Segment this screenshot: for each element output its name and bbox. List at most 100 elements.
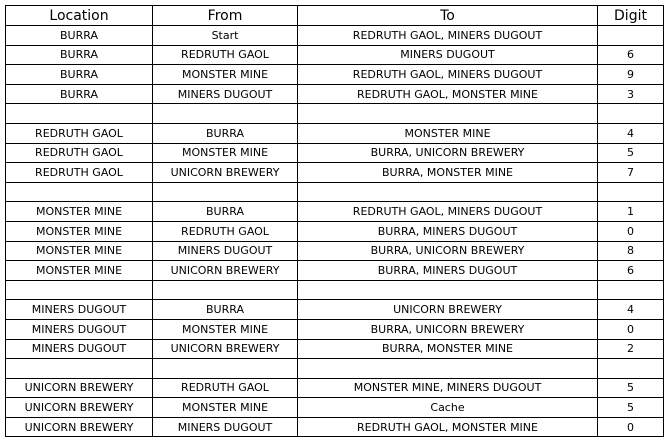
table-row: MINERS DUGOUT MONSTER MINE BURRA, UNICORN … <box>5 318 664 340</box>
digit-cell: 0 <box>597 318 664 340</box>
table-row: REDRUTH GAOL BURRA MONSTER MINE 4 <box>5 122 664 144</box>
from-cell: MONSTER MINE <box>152 64 298 85</box>
to-cell: MONSTER MINE, MINERS DUGOUT <box>297 377 598 399</box>
location-cell: REDRUTH GAOL <box>5 162 153 183</box>
digit-cell: 3 <box>597 83 664 105</box>
location-cell: MINERS DUGOUT <box>5 299 153 320</box>
table-row: REDRUTH GAOL MONSTER MINE BURRA, UNICORN B… <box>5 142 664 164</box>
digit-cell <box>597 103 664 124</box>
location-cell: BURRA <box>5 83 153 105</box>
to-cell: BURRA, MINERS DUGOUT <box>297 220 598 242</box>
header-digit: Digit <box>597 5 664 26</box>
to-cell <box>297 279 598 301</box>
table-row: BURRA MINERS DUGOUT REDRUTH GAOL, MONSTER … <box>5 83 664 105</box>
from-cell <box>152 103 298 124</box>
header-from: From <box>152 5 298 26</box>
header-row: Location From To Digit <box>5 5 664 26</box>
location-cell: MONSTER MINE <box>5 240 153 262</box>
to-cell: REDRUTH GAOL, MONSTER MINE <box>297 83 598 105</box>
location-cell: MONSTER MINE <box>5 220 153 242</box>
digit-cell: 5 <box>597 142 664 164</box>
location-cell: BURRA <box>5 64 153 85</box>
table-row <box>5 103 664 124</box>
digit-cell: 7 <box>597 162 664 183</box>
to-cell: MONSTER MINE <box>297 122 598 144</box>
table-row: UNICORN BREWERY REDRUTH GAOL MONSTER MINE,… <box>5 377 664 399</box>
table-row <box>5 279 664 301</box>
location-cell: MINERS DUGOUT <box>5 318 153 340</box>
location-cell <box>5 181 153 203</box>
location-cell: UNICORN BREWERY <box>5 377 153 399</box>
from-cell: MONSTER MINE <box>152 142 298 164</box>
to-cell <box>297 181 598 203</box>
location-cell: BURRA <box>5 44 153 66</box>
to-cell: BURRA, MINERS DUGOUT <box>297 260 598 281</box>
table-row: UNICORN BREWERY MONSTER MINE Cache 5 <box>5 397 664 418</box>
table-row: MONSTER MINE UNICORN BREWERY BURRA, MINERS… <box>5 260 664 281</box>
table-row <box>5 181 664 203</box>
table-row: MONSTER MINE BURRA REDRUTH GAOL, MINERS DU… <box>5 201 664 222</box>
from-cell: BURRA <box>152 299 298 320</box>
digit-cell <box>597 358 664 379</box>
from-cell: UNICORN BREWERY <box>152 260 298 281</box>
from-cell <box>152 279 298 301</box>
table-row: MONSTER MINE REDRUTH GAOL BURRA, MINERS DU… <box>5 220 664 242</box>
table-row: MINERS DUGOUT UNICORN BREWERY BURRA, MONST… <box>5 338 664 360</box>
from-cell: MINERS DUGOUT <box>152 83 298 105</box>
table-row: MONSTER MINE MINERS DUGOUT BURRA, UNICORN … <box>5 240 664 262</box>
location-cell: BURRA <box>5 25 153 46</box>
from-cell: UNICORN BREWERY <box>152 338 298 360</box>
from-cell: REDRUTH GAOL <box>152 44 298 66</box>
header-to: To <box>297 5 598 26</box>
digit-cell: 5 <box>597 377 664 399</box>
location-cell: UNICORN BREWERY <box>5 416 153 438</box>
location-cell: REDRUTH GAOL <box>5 142 153 164</box>
digit-cell: 1 <box>597 201 664 222</box>
to-cell <box>297 103 598 124</box>
to-cell: BURRA, UNICORN BREWERY <box>297 318 598 340</box>
from-cell: MINERS DUGOUT <box>152 240 298 262</box>
digit-cell: 6 <box>597 260 664 281</box>
to-cell: UNICORN BREWERY <box>297 299 598 320</box>
to-cell: BURRA, UNICORN BREWERY <box>297 240 598 262</box>
from-cell: MONSTER MINE <box>152 318 298 340</box>
from-cell: REDRUTH GAOL <box>152 377 298 399</box>
digit-cell <box>597 25 664 46</box>
from-cell: BURRA <box>152 122 298 144</box>
table-row: BURRA Start REDRUTH GAOL, MINERS DUGOUT <box>5 25 664 46</box>
route-table: Location From To Digit BURRA Start REDRUTH… <box>5 5 664 438</box>
table-row: BURRA MONSTER MINE REDRUTH GAOL, MINERS DU… <box>5 64 664 85</box>
digit-cell: 0 <box>597 220 664 242</box>
to-cell: Cache <box>297 397 598 418</box>
to-cell: REDRUTH GAOL, MINERS DUGOUT <box>297 64 598 85</box>
header-location: Location <box>5 5 153 26</box>
location-cell <box>5 358 153 379</box>
to-cell: REDRUTH GAOL, MINERS DUGOUT <box>297 201 598 222</box>
location-cell <box>5 103 153 124</box>
location-cell: MONSTER MINE <box>5 260 153 281</box>
from-cell <box>152 358 298 379</box>
from-cell: MONSTER MINE <box>152 397 298 418</box>
digit-cell: 2 <box>597 338 664 360</box>
table-row: MINERS DUGOUT BURRA UNICORN BREWERY 4 <box>5 299 664 320</box>
digit-cell: 0 <box>597 416 664 438</box>
from-cell <box>152 181 298 203</box>
to-cell: REDRUTH GAOL, MONSTER MINE <box>297 416 598 438</box>
location-cell <box>5 279 153 301</box>
digit-cell <box>597 279 664 301</box>
digit-cell: 9 <box>597 64 664 85</box>
digit-cell: 4 <box>597 299 664 320</box>
to-cell: BURRA, MONSTER MINE <box>297 162 598 183</box>
table-row: REDRUTH GAOL UNICORN BREWERY BURRA, MONSTE… <box>5 162 664 183</box>
table-row: UNICORN BREWERY MINERS DUGOUT REDRUTH GAOL… <box>5 416 664 438</box>
digit-cell: 5 <box>597 397 664 418</box>
digit-cell: 8 <box>597 240 664 262</box>
to-cell: BURRA, MONSTER MINE <box>297 338 598 360</box>
from-cell: Start <box>152 25 298 46</box>
location-cell: MONSTER MINE <box>5 201 153 222</box>
table-row <box>5 358 664 379</box>
from-cell: UNICORN BREWERY <box>152 162 298 183</box>
location-cell: MINERS DUGOUT <box>5 338 153 360</box>
digit-cell: 4 <box>597 122 664 144</box>
digit-cell <box>597 181 664 203</box>
